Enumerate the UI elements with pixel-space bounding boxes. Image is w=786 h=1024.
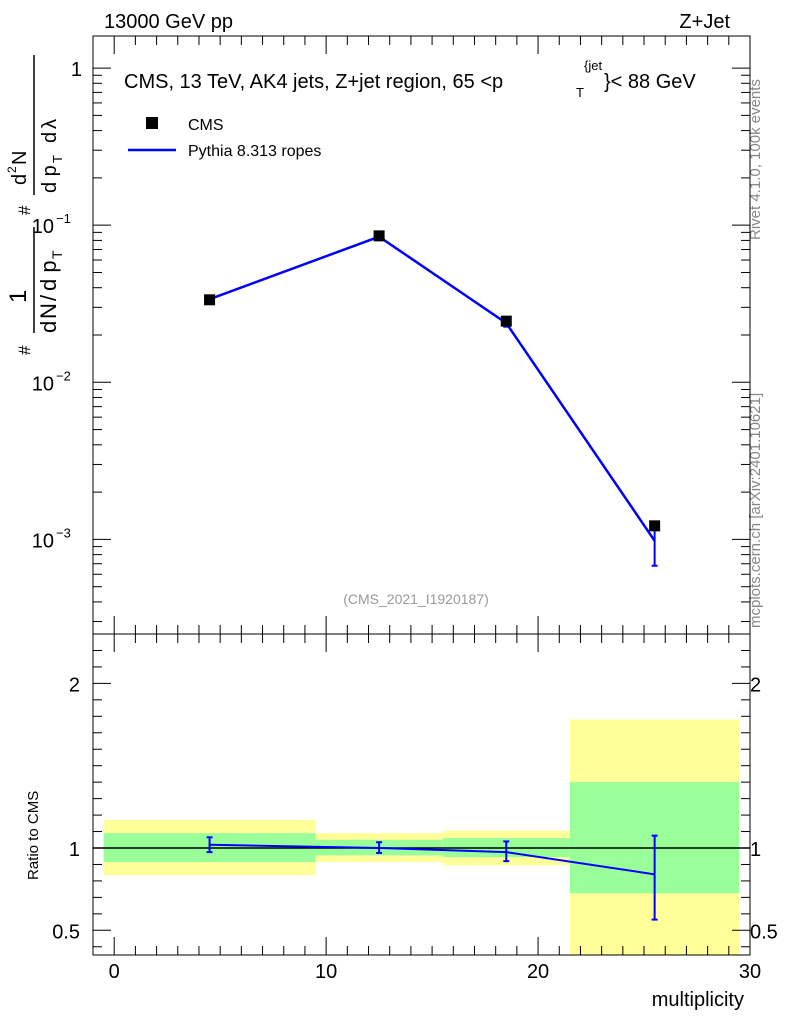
ylabel-hash-2: # (15, 205, 34, 215)
ratio-pythia-line (209, 843, 655, 876)
legend-cms-label: CMS (188, 117, 224, 134)
xtick-label: 10 (315, 961, 337, 983)
ylabel-dpT: d p (39, 165, 61, 193)
ylabel-two: 2 (5, 166, 19, 173)
ylabel-hash-1: # (15, 345, 34, 355)
main-ticks: 110−110−210−3 (32, 36, 751, 634)
xlabel: multiplicity (652, 989, 744, 1011)
ratio-ylabel: Ratio to CMS (25, 791, 42, 880)
main-series (204, 230, 661, 567)
cms-data-point (204, 294, 216, 306)
main-ytick-label: 10 (32, 373, 54, 395)
xtick-label: 30 (739, 961, 761, 983)
ratio-frame (92, 633, 751, 956)
ratio-bands (93, 719, 750, 955)
main-ytick-label: 10 (32, 216, 54, 238)
pythia-line (209, 235, 656, 542)
ratio-ytick-label-right: 2 (750, 674, 761, 696)
ratio-ticks: 2 2 1 1 0.5 0.5 0 10 20 30 (52, 634, 778, 983)
analysis-watermark: (CMS_2021_I1920187) (343, 591, 489, 607)
ratio-panel: 2 2 1 1 0.5 0.5 0 10 20 30 (52, 633, 778, 983)
ratio-ytick-label-left: 0.5 (52, 921, 80, 943)
title-tail: }< 88 GeV (604, 71, 696, 93)
header-left: 13000 GeV pp (104, 11, 233, 33)
ylabel-lambda: λ (39, 119, 61, 129)
main-ytick-exponent: −1 (56, 211, 71, 226)
title-main: CMS, 13 TeV, AK4 jets, Z+jet region, 65 … (124, 71, 503, 93)
ylabel-T2: T (50, 155, 65, 163)
ratio-ytick-label-left: 2 (69, 674, 80, 696)
ratio-ytick-label-right: 1 (750, 839, 761, 861)
legend-pythia-label: Pythia 8.313 ropes (188, 143, 321, 160)
ylabel-N: N (36, 303, 61, 319)
legend: CMS Pythia 8.313 ropes (128, 117, 321, 160)
main-ytick-exponent: −3 (56, 525, 71, 540)
ratio-series (206, 834, 658, 921)
main-ylabel: # 1 d N / d p T # d 2 N d p T d λ (5, 55, 65, 355)
main-ytick-label: 1 (71, 59, 82, 81)
ratio-ytick-label-left: 1 (69, 839, 80, 861)
legend-cms-marker (146, 117, 158, 129)
cms-data-point (649, 520, 661, 532)
cms-data-point (373, 230, 385, 242)
header-right: Z+Jet (679, 11, 730, 33)
rivet-label: Rivet 4.1.0, 100k events (747, 79, 764, 240)
ylabel-d2N: d (9, 174, 31, 185)
mcplots-label: mcplots.cern.ch [arXiv:2401.10621] (747, 393, 764, 628)
title-sup: {jet (584, 58, 602, 73)
main-ytick-exponent: −2 (56, 368, 71, 383)
cms-data-point (500, 315, 512, 327)
ylabel-N2: N (9, 151, 31, 165)
xtick-label: 20 (527, 961, 549, 983)
ylabel-dlambda: d (39, 132, 61, 143)
ylabel-dp: d p (36, 260, 61, 291)
ylabel-dN: d (36, 321, 61, 333)
main-ytick-label: 10 (32, 530, 54, 552)
plot-title: CMS, 13 TeV, AK4 jets, Z+jet region, 65 … (124, 58, 696, 100)
ylabel-T: T (49, 250, 65, 259)
title-sub: T (576, 85, 584, 100)
ylabel-slash: / (36, 294, 61, 301)
ylabel-one: 1 (5, 290, 32, 303)
xtick-label: 0 (109, 961, 120, 983)
main-panel: 110−110−210−3 CMS, 13 TeV, AK4 jets, Z+j… (32, 35, 751, 635)
ratio-ytick-label-right: 0.5 (750, 921, 778, 943)
